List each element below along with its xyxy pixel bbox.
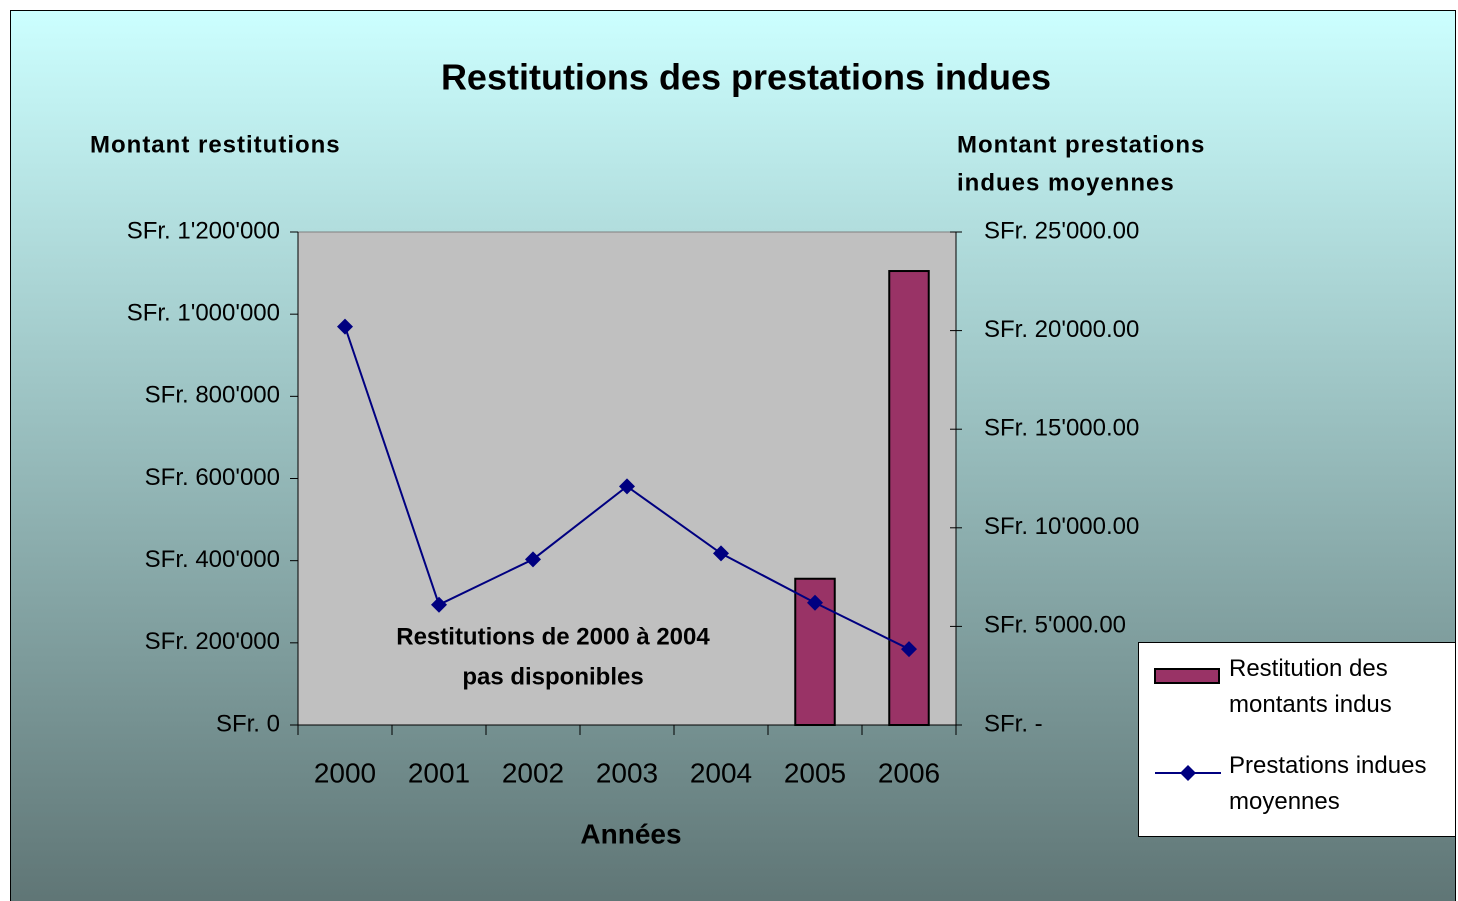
x-tick-label: 2000 bbox=[314, 757, 376, 788]
legend-marker bbox=[1180, 765, 1196, 781]
annotation: pas disponibles bbox=[462, 663, 643, 690]
line-marker bbox=[431, 596, 447, 613]
legend-label: Restitution des montants indus bbox=[1229, 655, 1392, 718]
y-tick-label: SFr. 1'200'000 bbox=[127, 217, 280, 244]
legend-swatch bbox=[1155, 765, 1221, 781]
line-marker bbox=[619, 478, 635, 495]
x-tick-label: 2005 bbox=[784, 757, 846, 788]
y-tick-label: SFr. 1'000'000 bbox=[127, 300, 280, 327]
y-tick-label: SFr. 200'000 bbox=[145, 628, 280, 655]
x-tick-label: 2006 bbox=[878, 757, 940, 788]
x-tick-label: 2004 bbox=[690, 757, 752, 788]
x-tick-label: 2001 bbox=[408, 757, 470, 788]
y2-tick-label: SFr. 15'000.00 bbox=[984, 415, 1139, 442]
x-tick-label: 2003 bbox=[596, 757, 658, 788]
line-marker bbox=[337, 318, 353, 335]
legend-label: Prestations indues moyennes bbox=[1229, 752, 1427, 815]
line-marker bbox=[713, 545, 729, 562]
x-axis-title: Années bbox=[580, 818, 681, 849]
chart-title: Restitutions des prestations indues bbox=[441, 57, 1051, 98]
y-tick-label: SFr. 0 bbox=[216, 710, 280, 737]
y2-tick-label: SFr. 25'000.00 bbox=[984, 217, 1139, 244]
y2-axis-title: Montant prestations bbox=[957, 131, 1205, 158]
line-marker bbox=[525, 551, 541, 568]
line-marker bbox=[901, 641, 917, 658]
y2-axis-title: indues moyennes bbox=[957, 169, 1175, 196]
legend: Restitution des montants indus Prestatio… bbox=[1138, 642, 1456, 837]
y-tick-label: SFr. 800'000 bbox=[145, 382, 280, 409]
y2-tick-label: SFr. - bbox=[984, 710, 1043, 737]
legend-swatch-rect bbox=[1154, 668, 1220, 684]
y-axis-title: Montant restitutions bbox=[90, 131, 341, 158]
y2-tick-label: SFr. 20'000.00 bbox=[984, 316, 1139, 343]
y2-tick-label: SFr. 5'000.00 bbox=[984, 612, 1126, 639]
x-tick-label: 2002 bbox=[502, 757, 564, 788]
line-marker bbox=[807, 594, 823, 611]
legend-swatch bbox=[1154, 668, 1220, 684]
y-tick-label: SFr. 600'000 bbox=[145, 464, 280, 491]
annotation: Restitutions de 2000 à 2004 bbox=[396, 623, 710, 650]
y2-tick-label: SFr. 10'000.00 bbox=[984, 513, 1139, 540]
y-tick-label: SFr. 400'000 bbox=[145, 546, 280, 573]
